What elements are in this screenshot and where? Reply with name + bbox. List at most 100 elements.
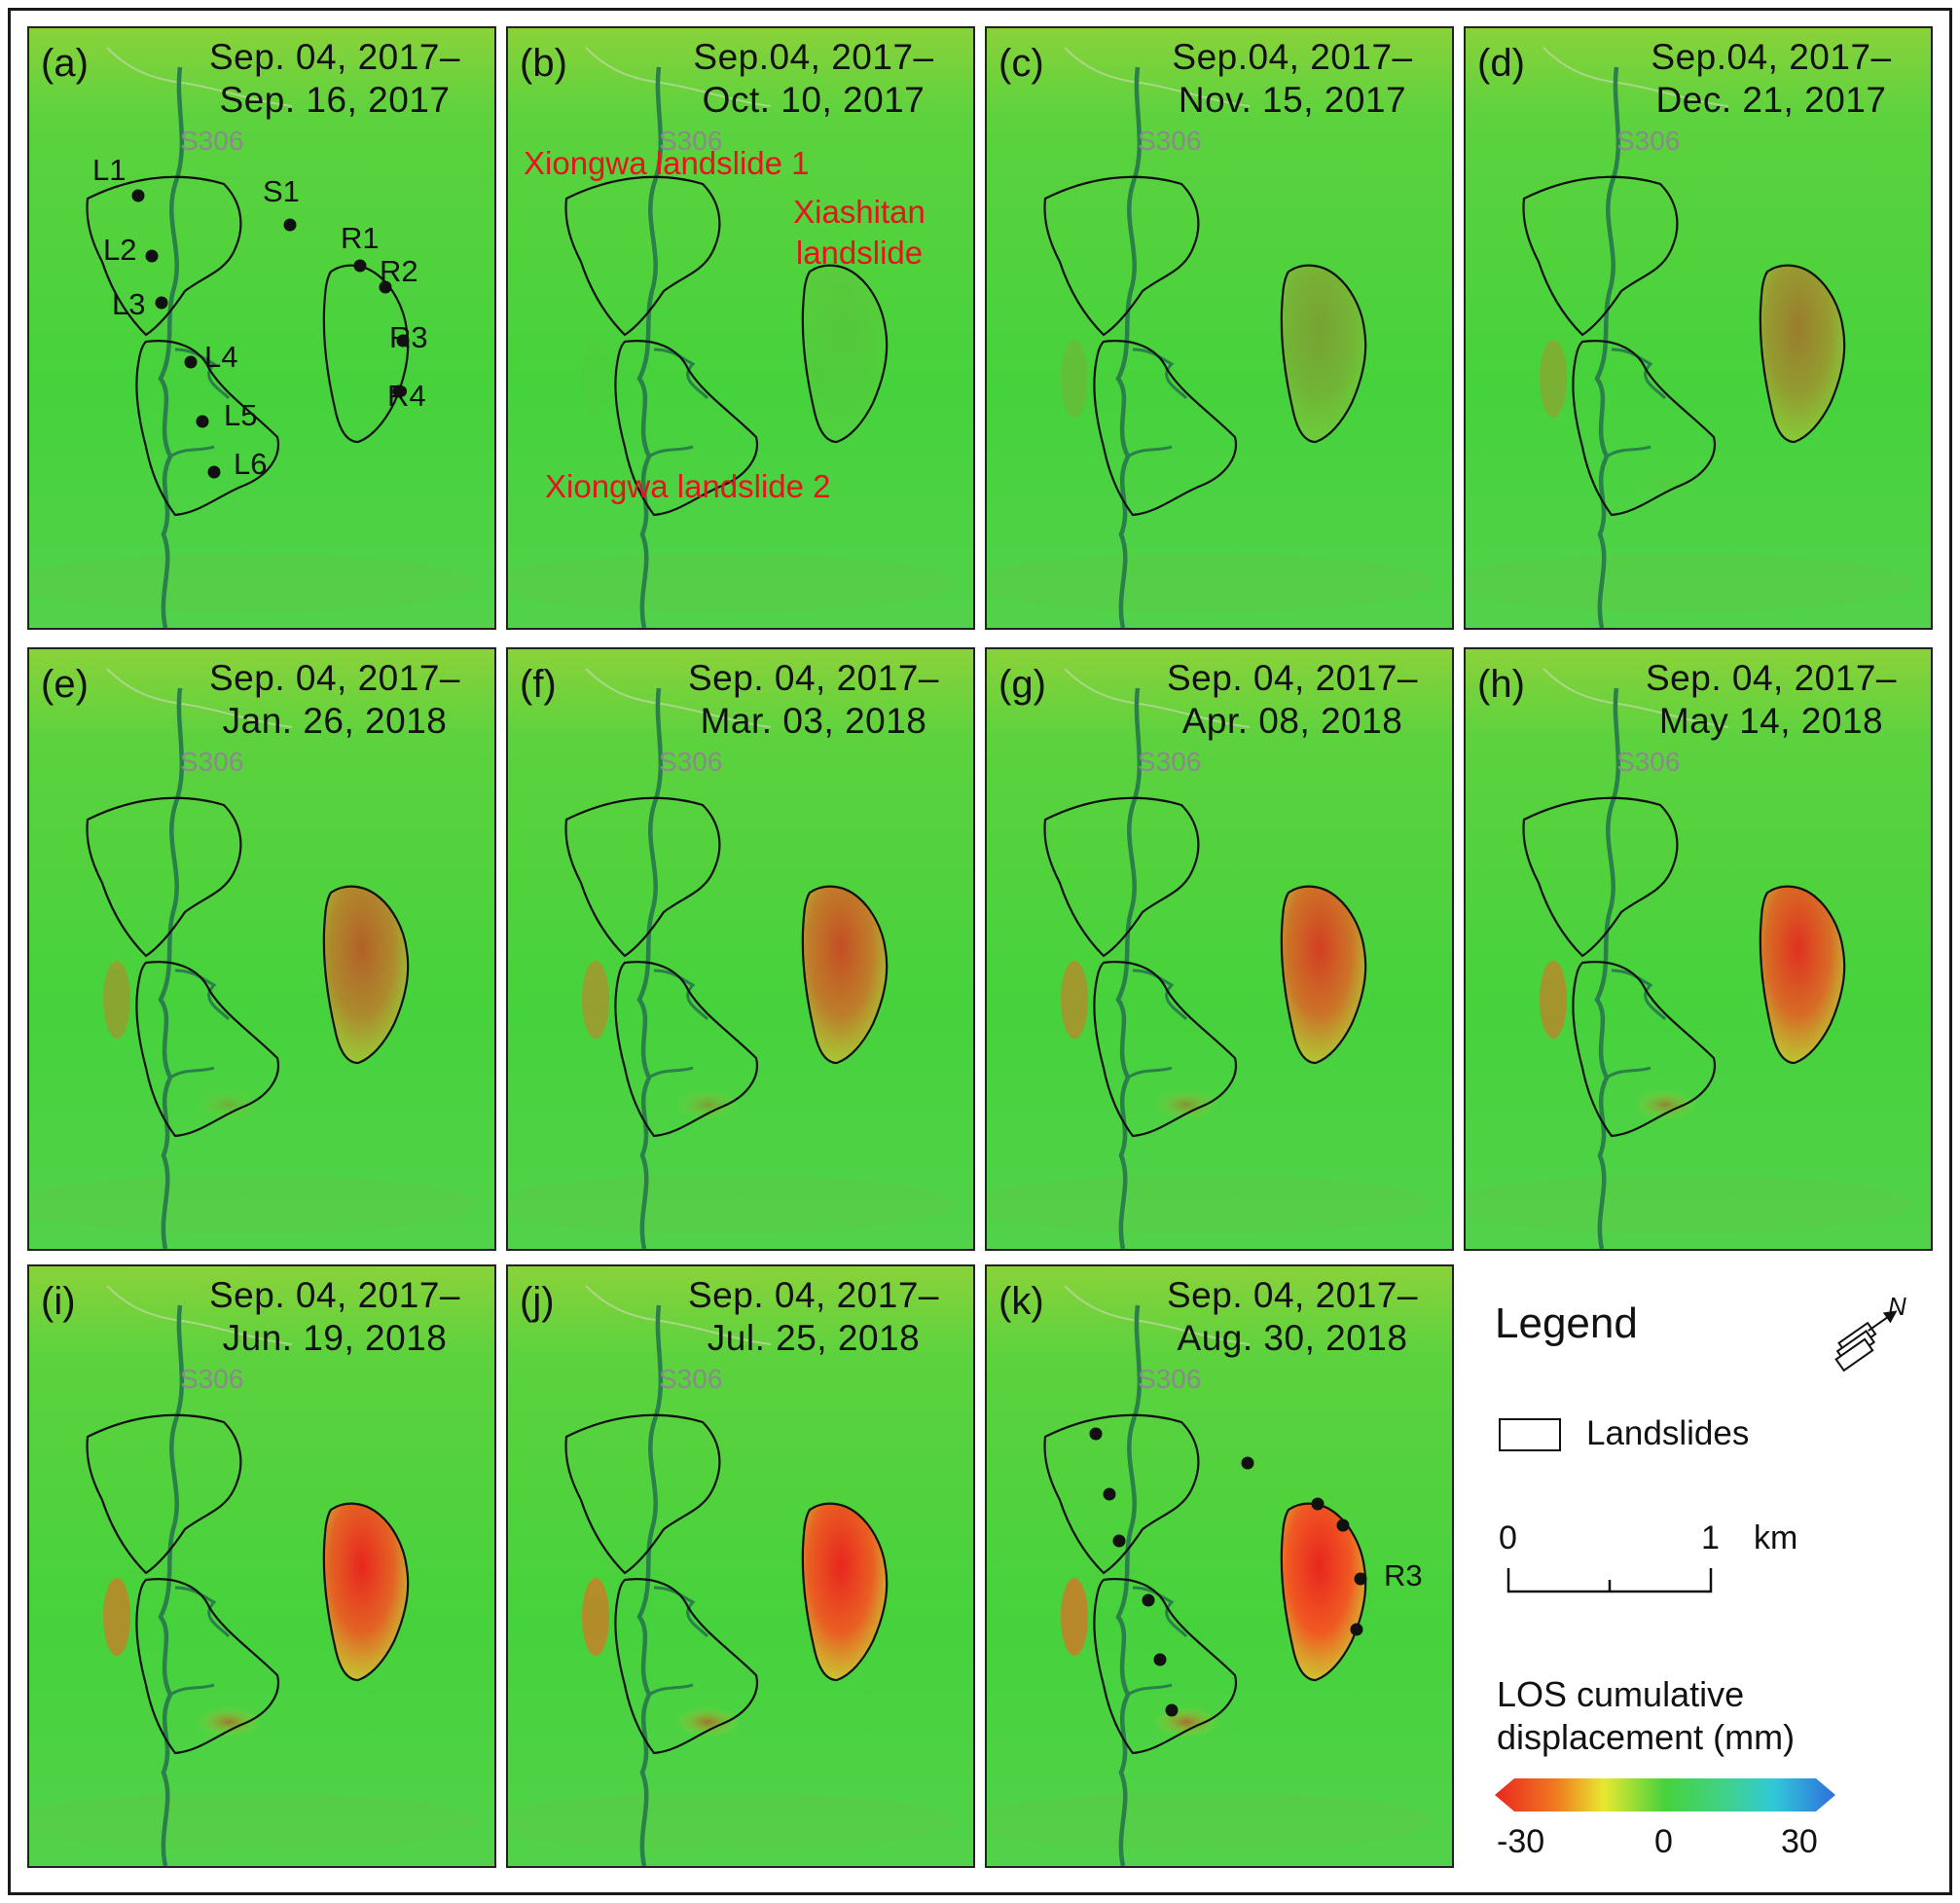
road-label: S306	[180, 126, 244, 156]
date-start: Sep. 04, 2017–	[209, 37, 460, 77]
date-range: Sep.04, 2017– Nov. 15, 2017	[1133, 36, 1452, 122]
map-image-c	[987, 28, 1452, 628]
river-line	[1594, 687, 1621, 1249]
river-meander	[1611, 348, 1667, 400]
xiashitan-landslide-outline	[801, 1502, 889, 1682]
western-anomaly	[1061, 340, 1088, 418]
date-start: Sep. 04, 2017–	[688, 1275, 939, 1315]
river-line	[158, 66, 185, 628]
landslides-label: Landslides	[1586, 1414, 1750, 1452]
scale-end: 1	[1701, 1519, 1720, 1556]
terrain-shade	[508, 554, 956, 612]
xiongwa2-toe-deformation	[674, 1706, 741, 1738]
monitoring-point-r3	[396, 334, 410, 348]
map-image-a	[29, 28, 494, 628]
date-end: Oct. 10, 2017	[702, 80, 926, 120]
xiashitan-landslide-outline	[322, 885, 410, 1065]
date-range: Sep.04, 2017– Dec. 21, 2017	[1612, 36, 1931, 122]
point-label-r4: R4	[387, 379, 426, 413]
xiashitan-deformation	[323, 886, 409, 1063]
terrain-shade	[29, 1792, 477, 1850]
xiongwa-landslide-1-outline	[1043, 1413, 1200, 1575]
panel-label: (i)	[41, 1280, 76, 1323]
river-meander	[653, 348, 709, 400]
date-range: Sep. 04, 2017– May 14, 2018	[1612, 657, 1931, 743]
monitoring-point-l4	[184, 355, 198, 369]
panel-label: (f)	[520, 663, 557, 706]
xiongwa-landslide-1-outline	[564, 175, 721, 337]
river-branch	[169, 445, 215, 458]
western-anomaly	[1540, 340, 1567, 418]
colorbar-title-line1: LOS cumulative	[1497, 1674, 1745, 1714]
road-label: S306	[1616, 747, 1681, 777]
monitoring-point-l5	[1153, 1653, 1167, 1666]
xiongwa-landslide-2-outline	[614, 1578, 759, 1755]
map-image-j	[508, 1266, 973, 1866]
terrain-shade	[987, 554, 1434, 612]
xiongwa-landslide-1-outline	[564, 1413, 721, 1575]
point-label-s1: S1	[263, 174, 300, 208]
date-end: Jun. 19, 2018	[222, 1318, 448, 1358]
monitoring-point-r3	[1354, 1572, 1367, 1586]
river-meander	[174, 969, 231, 1021]
date-end: Dec. 21, 2017	[1655, 80, 1887, 120]
river-meander	[653, 969, 709, 1021]
north-arrow-icon: N	[1834, 1294, 1906, 1372]
xiongwa-landslide-2-outline	[614, 961, 759, 1138]
terrain-shade	[1466, 554, 1913, 612]
terrain-background	[508, 28, 973, 628]
panel-label: (g)	[998, 663, 1046, 706]
panel-label: (j)	[520, 1280, 555, 1323]
xiashitan-landslide-outline	[1759, 885, 1846, 1065]
river-meander	[1611, 969, 1667, 1021]
western-anomaly	[1540, 961, 1567, 1039]
river-line	[158, 687, 185, 1249]
xiongwa-landslide-1-outline	[86, 796, 242, 958]
western-anomaly	[103, 961, 130, 1039]
road-line	[1064, 668, 1251, 728]
xiongwa-landslide-1-label: Xiongwa landslide 1	[524, 145, 810, 181]
map-panel-f: (f) Sep. 04, 2017– Mar. 03, 2018 S306	[506, 647, 975, 1251]
date-range: Sep.04, 2017– Oct. 10, 2017	[654, 36, 973, 122]
monitoring-point-l6	[1165, 1703, 1179, 1717]
monitoring-point-r2	[1336, 1519, 1350, 1532]
terrain-background	[987, 1266, 1452, 1866]
date-range: Sep. 04, 2017– Jul. 25, 2018	[654, 1274, 973, 1360]
map-panel-d: (d) Sep.04, 2017– Dec. 21, 2017 S306	[1464, 26, 1933, 630]
river-branch	[1127, 445, 1173, 458]
monitoring-point-l3	[1112, 1534, 1126, 1548]
road-line	[106, 1285, 293, 1345]
xiashitan-deformation	[1760, 886, 1845, 1063]
date-end: Nov. 15, 2017	[1178, 80, 1407, 120]
river-branch	[1127, 1683, 1173, 1697]
river-line	[636, 66, 664, 628]
date-start: Sep.04, 2017–	[693, 37, 934, 77]
xiongwa-landslide-2-label: Xiongwa landslide 2	[545, 468, 831, 504]
river-meander	[1132, 1586, 1188, 1638]
river-branch	[648, 1683, 694, 1697]
xiashitan-deformation	[323, 1503, 409, 1680]
western-anomaly	[582, 340, 609, 418]
road-label: S306	[1616, 126, 1681, 156]
panel-label: (c)	[998, 42, 1044, 85]
north-letter: N	[1888, 1294, 1906, 1321]
xiashitan-deformation	[1760, 265, 1845, 442]
xiongwa2-toe-deformation	[1153, 468, 1219, 499]
road-label: S306	[659, 1364, 723, 1394]
terrain-shade	[987, 1175, 1434, 1233]
xiashitan-landslide-label: Xiashitan landslide	[793, 194, 926, 271]
colorbar-title-line2: displacement (mm)	[1497, 1717, 1796, 1757]
date-range: Sep. 04, 2017– Apr. 08, 2018	[1133, 657, 1452, 743]
road-label: S306	[180, 747, 244, 777]
xiashitan-deformation	[1281, 1503, 1366, 1680]
map-panel-e: (e) Sep. 04, 2017– Jan. 26, 2018 S306	[27, 647, 496, 1251]
legend-box: Legend N Landslides 0 1 km LOS cumulativ…	[1468, 1264, 1937, 1868]
map-image-i	[29, 1266, 494, 1866]
xiongwa2-toe-deformation	[196, 1089, 262, 1120]
map-image-e	[29, 649, 494, 1249]
point-label-l4: L4	[204, 340, 238, 374]
point-label-l5: L5	[224, 398, 258, 432]
xiashitan-deformation	[1281, 265, 1366, 442]
scale-unit: km	[1754, 1519, 1798, 1556]
river-branch	[169, 1066, 215, 1080]
